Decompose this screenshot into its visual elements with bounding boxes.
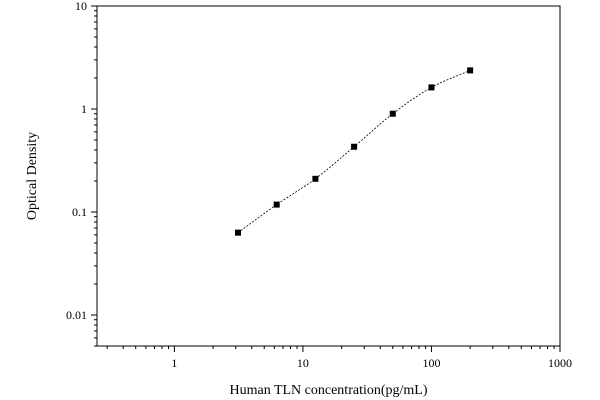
fit-curve [237, 70, 471, 233]
data-point [312, 175, 319, 182]
x-tick-label: 10 [297, 356, 309, 370]
data-point [389, 110, 396, 117]
plot-frame [96, 5, 561, 347]
data-point [234, 229, 241, 236]
y-tick-label: 10 [75, 0, 87, 13]
y-tick-label: 0.01 [66, 308, 87, 322]
data-point [351, 143, 358, 150]
ticks [91, 5, 561, 352]
x-tick-label: 1 [171, 356, 177, 370]
y-tick-label: 0.1 [72, 205, 87, 219]
y-tick-label: 1 [81, 102, 87, 116]
x-axis-title: Human TLN concentration(pg/mL) [229, 383, 427, 398]
x-tick-label: 100 [422, 356, 440, 370]
axes [96, 5, 561, 347]
tick-labels: 1 10 100 1000 10 1 0.1 0.01 [66, 0, 572, 370]
x-tick-label: 1000 [548, 356, 572, 370]
y-axis-title: Optical Density [25, 132, 40, 220]
data-points [234, 67, 474, 236]
data-point [273, 201, 280, 208]
data-point [428, 84, 435, 91]
data-point [467, 67, 474, 74]
